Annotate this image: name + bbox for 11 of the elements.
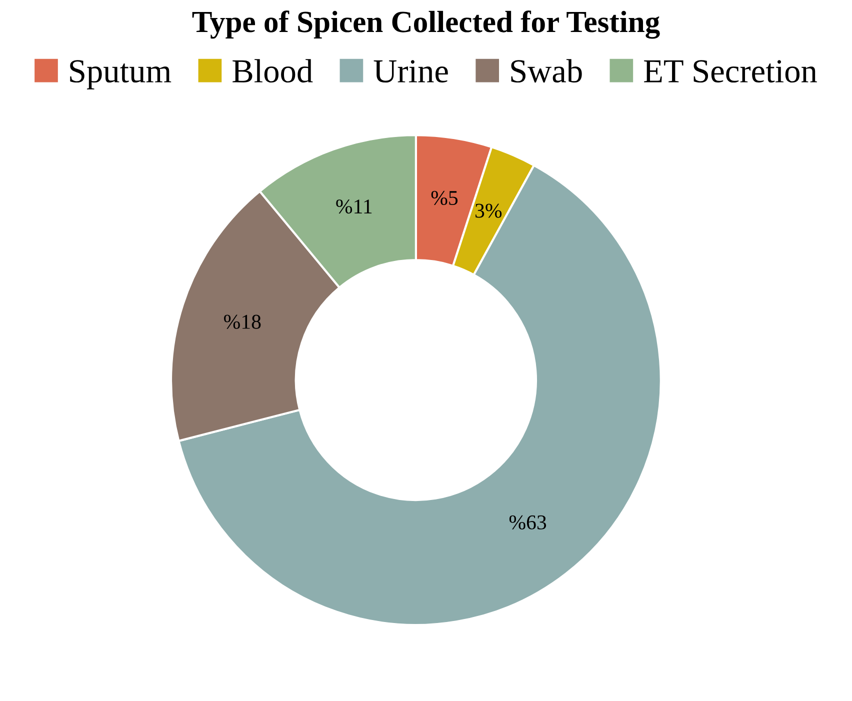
legend-label: Swab — [511, 59, 582, 83]
data-label: %63 — [509, 515, 546, 530]
legend-label: Sputum — [70, 60, 172, 90]
data-label: %5 — [431, 190, 458, 206]
chart-title: Type of Spicen Collected for Testing — [192, 10, 660, 39]
legend-label: Blood — [232, 59, 313, 83]
data-label: %11 — [336, 199, 372, 214]
legend-label: ET Secretion — [644, 60, 817, 83]
data-label: 3% — [476, 204, 502, 218]
legend-label: Urine — [374, 60, 448, 83]
data-label: %18 — [224, 314, 261, 329]
